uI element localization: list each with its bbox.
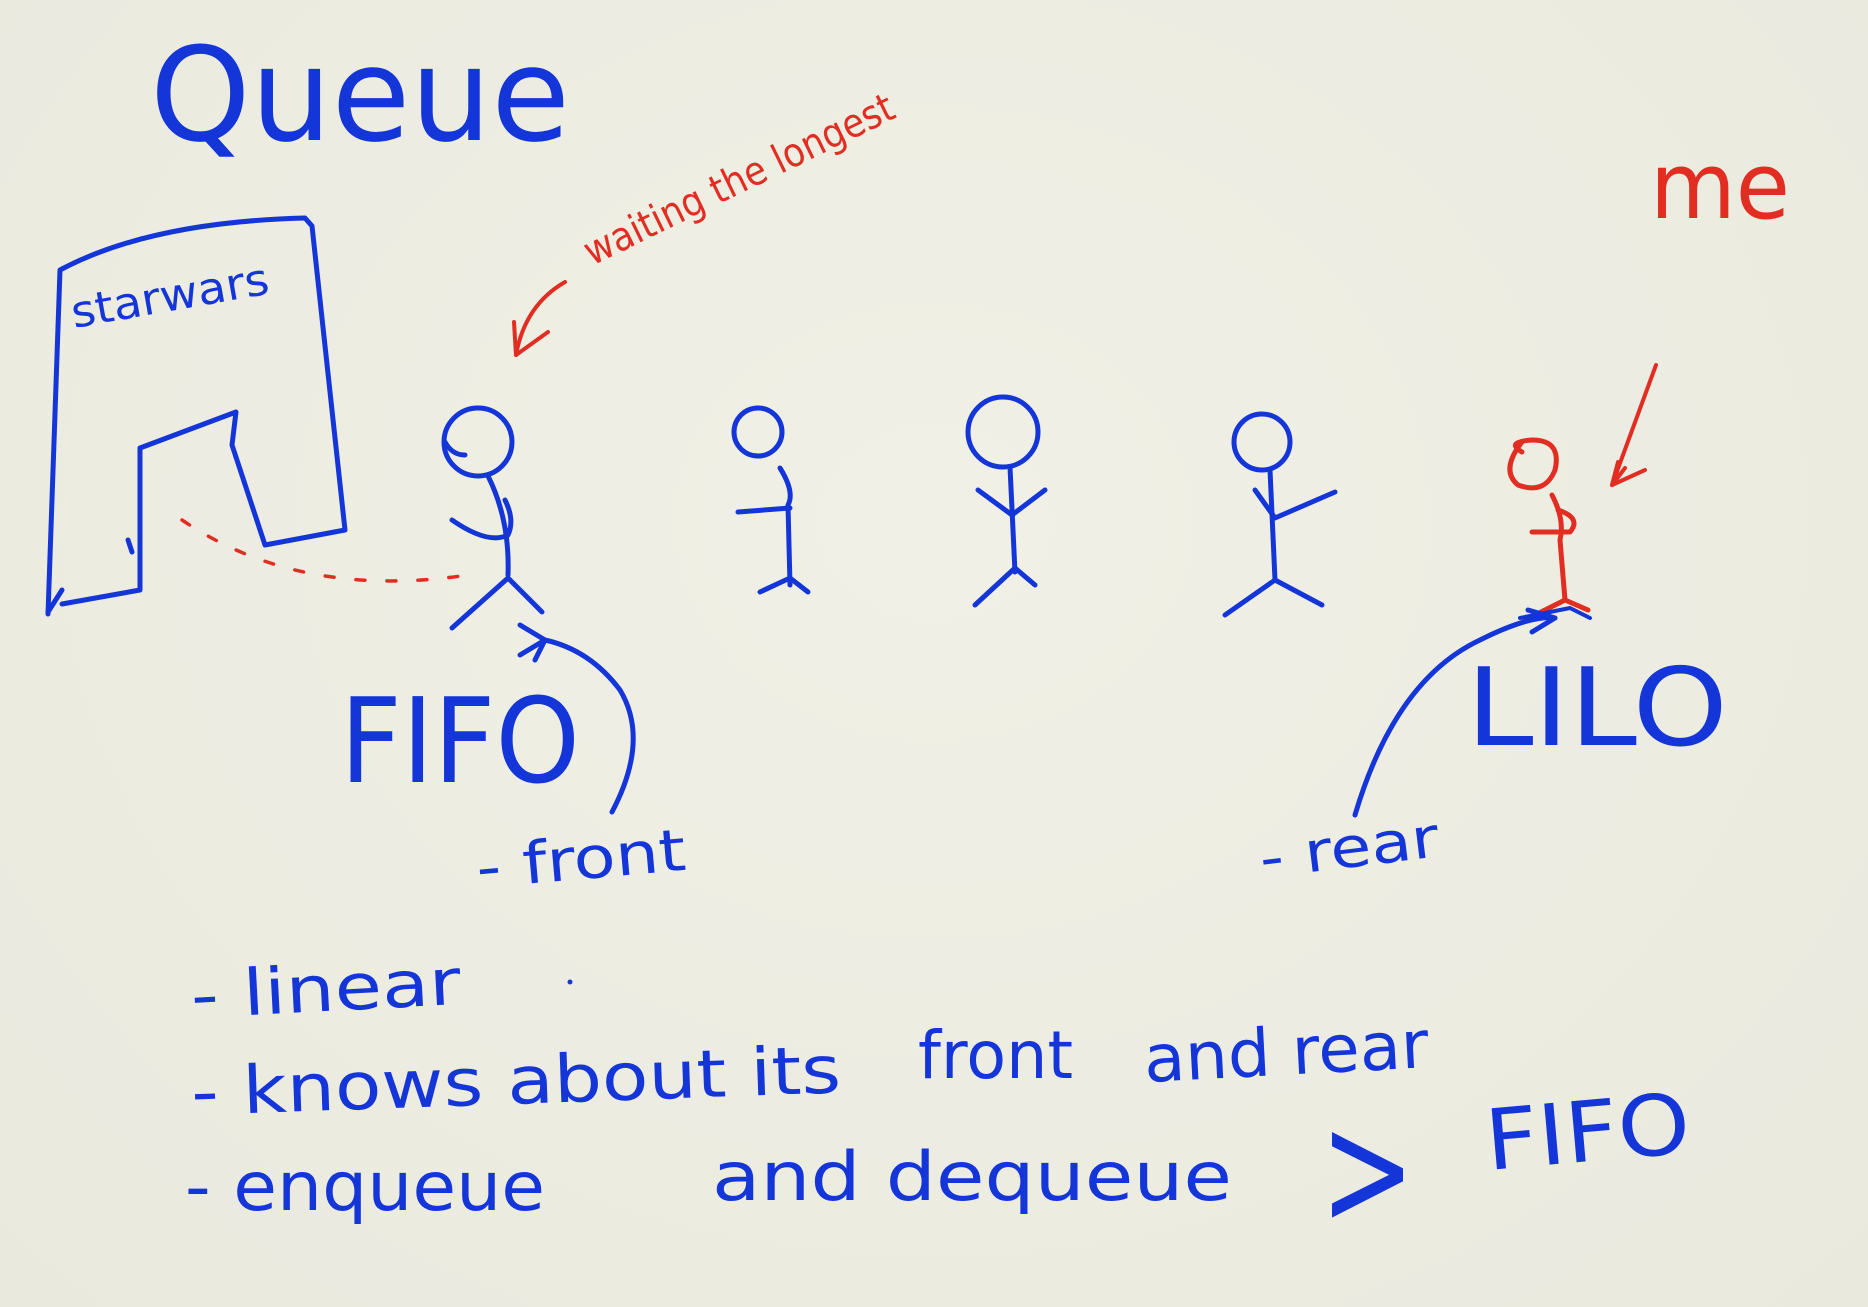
annotation-waiting: waiting the longest [576, 85, 902, 275]
rear-pointer-curve [1352, 606, 1592, 818]
person-4 [1222, 411, 1338, 618]
front-pointer-curve [517, 622, 636, 815]
bullet-enqueue: - enqueue [185, 1148, 545, 1227]
label-rear: - rear [1256, 805, 1444, 892]
sign-label: starwars [67, 254, 273, 339]
bullet-and-dequeue: and dequeue [712, 1138, 1232, 1217]
person-5-me [1507, 437, 1591, 623]
label-lilo: LILO [1466, 646, 1728, 771]
person-1-front [441, 405, 545, 631]
entry-path-dashed [180, 518, 470, 583]
label-front: - front [473, 816, 688, 902]
page-title: Queue [150, 19, 570, 171]
person-3 [965, 394, 1048, 608]
theater-entrance [45, 215, 348, 617]
red-arrow-waiting-icon [512, 280, 567, 357]
bullet-knows: - knows about its [190, 1031, 842, 1131]
person-2 [731, 405, 811, 595]
bullet-linear: - linear [189, 946, 463, 1034]
red-arrow-me-icon [1610, 363, 1658, 487]
bullet-fifo: FIFO [1481, 1074, 1694, 1189]
label-fifo: FIFO [340, 672, 580, 810]
stray-dot [567, 979, 573, 985]
annotation-me: me [1650, 133, 1790, 240]
bullet-arrow-glyph: > [1320, 1076, 1415, 1263]
bullet-knows-front: front [918, 1017, 1073, 1094]
bullet-knows-and-rear: and rear [1142, 1006, 1432, 1098]
